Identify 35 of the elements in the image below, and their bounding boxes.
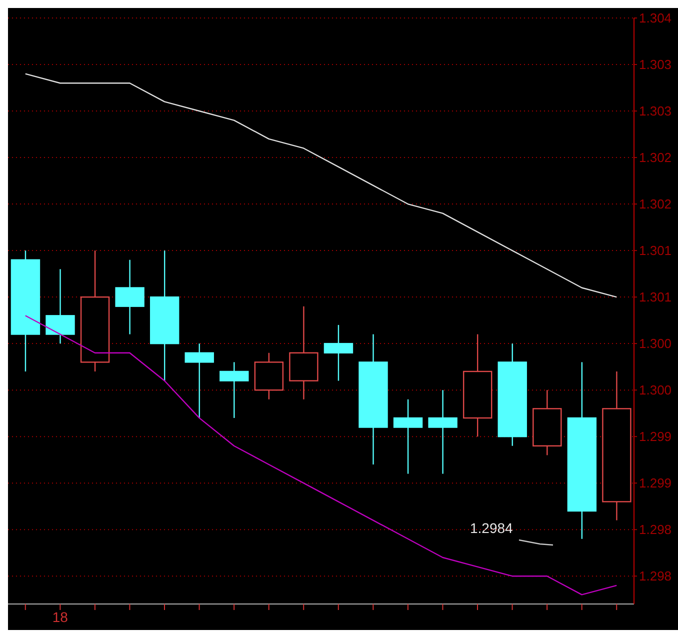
y-tick-label: 1.304 xyxy=(639,10,672,26)
candlestick xyxy=(115,259,144,335)
y-tick-label: 1.299 xyxy=(639,429,672,444)
candlestick xyxy=(567,362,597,540)
y-tick-label: 1.303 xyxy=(639,57,672,72)
candlestick xyxy=(184,342,214,419)
y-tick-label: 1.298 xyxy=(639,568,672,584)
candlestick xyxy=(324,324,354,382)
y-tick-label: 1.300 xyxy=(639,336,672,352)
line-series xyxy=(24,73,618,298)
candlestick xyxy=(428,389,458,474)
candlestick xyxy=(358,334,388,466)
candlestick xyxy=(150,250,180,382)
candlestick xyxy=(80,250,110,372)
candlestick xyxy=(10,250,40,372)
candlestick xyxy=(393,398,423,474)
y-tick-label: 1.303 xyxy=(639,104,672,119)
x-tick-label: 18 xyxy=(52,608,68,625)
y-tick-label: 1.301 xyxy=(639,290,672,305)
candlestick xyxy=(532,389,562,456)
candlestick xyxy=(498,342,527,446)
y-tick-label: 1.302 xyxy=(639,196,672,212)
candlestick xyxy=(289,306,318,400)
candlestick xyxy=(462,334,492,438)
y-tick-label: 1.302 xyxy=(639,150,672,166)
y-tick-label: 1.299 xyxy=(639,476,672,491)
y-tick-label: 1.301 xyxy=(639,243,672,258)
candlestick xyxy=(46,268,75,344)
candlestick xyxy=(220,362,249,419)
candlestick xyxy=(254,352,284,400)
candlestick xyxy=(602,370,632,521)
line-series xyxy=(24,315,618,596)
annotation: 1.2984 xyxy=(470,520,513,536)
y-tick-label: 1.300 xyxy=(639,382,672,398)
y-tick-label: 1.298 xyxy=(639,522,672,538)
